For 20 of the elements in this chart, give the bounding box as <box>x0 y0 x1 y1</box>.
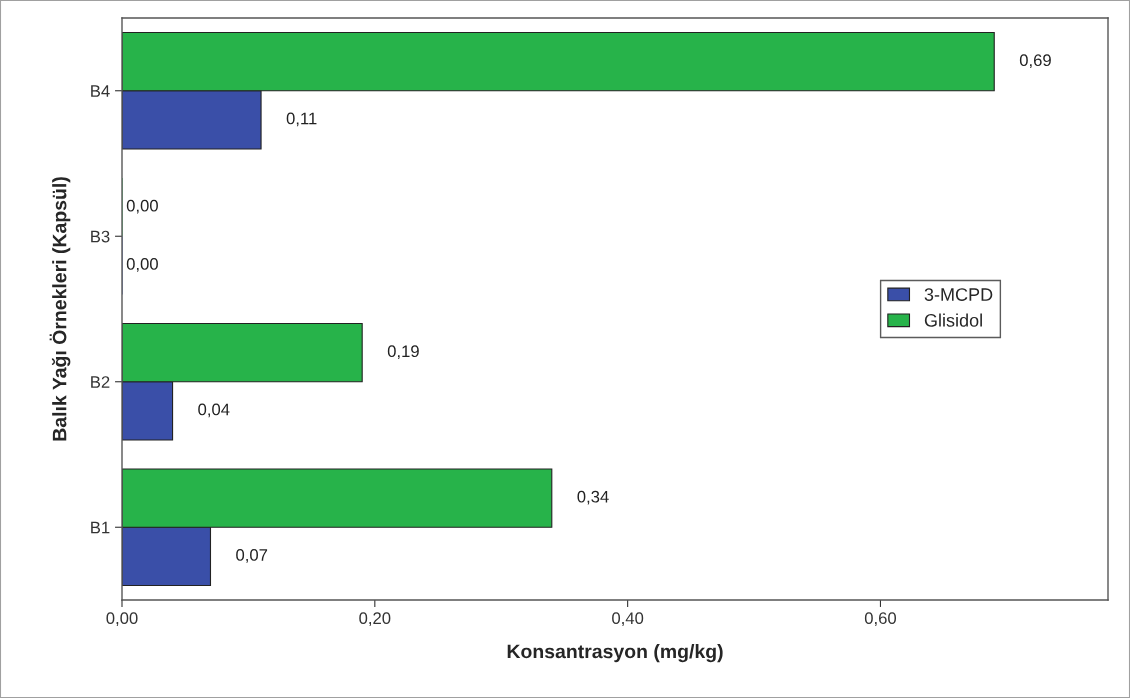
legend-label: 3-MCPD <box>924 288 993 301</box>
data-label: 0,07 <box>236 549 268 563</box>
y-tick-label: B4 <box>91 85 110 97</box>
y-tick-label: B3 <box>91 230 110 243</box>
x-axis-title: Konsantrasyon (mg/kg) <box>507 644 723 663</box>
data-label: 0,04 <box>198 403 230 418</box>
data-label: 0,34 <box>577 490 609 505</box>
y-tick-label: B1 <box>91 521 110 534</box>
data-label: 0,19 <box>387 345 419 360</box>
data-label: 0,69 <box>1019 54 1051 69</box>
data-label: 0,00 <box>126 199 158 214</box>
data-label: 0,11 <box>286 112 317 127</box>
x-tick-label: 0,40 <box>612 612 644 627</box>
x-tick-label: 0,60 <box>864 612 897 627</box>
data-label: 0,00 <box>126 258 158 272</box>
y-tick-label: B2 <box>91 376 110 388</box>
y-axis-title: Balık Yağı Örnekleri (Kapsül) <box>49 177 71 441</box>
x-tick-label: 0,00 <box>106 612 138 627</box>
x-tick-label: 0,20 <box>359 612 391 627</box>
legend-label: Glisidol <box>924 313 982 327</box>
